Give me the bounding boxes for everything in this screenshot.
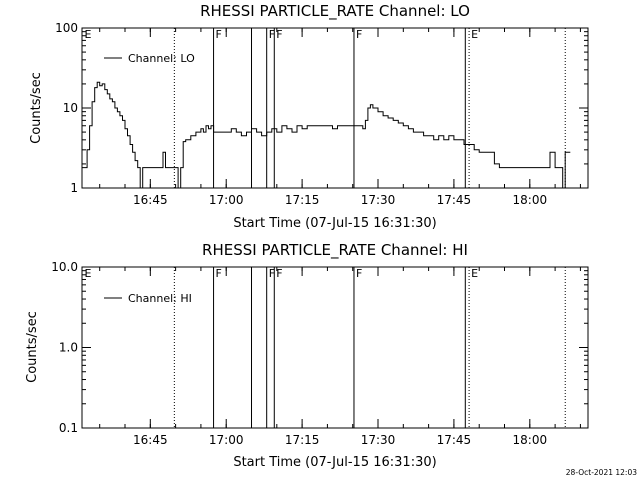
x-tick-label: 17:00 [209,193,244,207]
event-marker-label: F [216,267,222,280]
chart-title: RHESSI PARTICLE_RATE Channel: HI [202,241,468,260]
event-marker-label: F [356,28,362,41]
x-tick-label: 17:45 [437,193,472,207]
event-marker-label: F [216,28,222,41]
x-axis-label: Start Time (07-Jul-15 16:31:30) [233,455,436,470]
x-tick-label: 17:15 [285,193,320,207]
event-marker-label: F [269,28,275,41]
legend: Channel: HI [104,292,192,305]
panel-hi: RHESSI PARTICLE_RATE Channel: HI Counts/… [25,241,589,470]
x-tick-label: 18:00 [513,433,548,447]
x-tick-label: 17:15 [285,433,320,447]
event-marker-label: E [471,28,478,41]
chart-title: RHESSI PARTICLE_RATE Channel: LO [200,2,470,21]
legend: Channel: LO [104,52,195,65]
event-marker-label: F [276,267,282,280]
tick-marks [82,27,588,189]
x-tick-labels: 16:45 17:00 17:15 17:30 17:45 18:00 [133,193,547,207]
series-line [82,81,571,189]
event-marker-label: F [269,267,275,280]
event-marker-label: E [85,28,92,41]
y-tick-labels: 1 10 100 [55,21,78,195]
plot-frame [81,266,589,429]
y-tick-label: 10.0 [51,260,78,274]
panel-lo: RHESSI PARTICLE_RATE Channel: LO Counts/… [29,2,589,231]
event-marker-label: E [85,267,92,280]
y-tick-label: 1 [70,181,78,195]
x-tick-label: 16:45 [133,193,168,207]
data-series [82,81,571,189]
event-marker-label: F [276,28,282,41]
legend-label: Channel: LO [128,52,195,65]
x-tick-label: 17:00 [209,433,244,447]
plot-frame [81,27,589,189]
y-tick-label: 1.0 [59,341,78,355]
x-axis-label: Start Time (07-Jul-15 16:31:30) [233,216,436,231]
y-tick-labels: 0.1 1.0 10.0 [51,260,78,435]
x-tick-label: 16:45 [133,433,168,447]
y-tick-label: 10 [63,101,78,115]
y-tick-label: 100 [55,21,78,35]
event-marker-label: F [356,267,362,280]
x-tick-labels: 16:45 17:00 17:15 17:30 17:45 18:00 [133,433,547,447]
footer-timestamp: 28-Oct-2021 12:03 [566,468,637,477]
x-tick-label: 18:00 [513,193,548,207]
x-tick-label: 17:30 [361,193,396,207]
x-tick-label: 17:45 [437,433,472,447]
y-axis-label: Counts/sec [25,311,40,383]
y-axis-label: Counts/sec [29,72,44,144]
legend-label: Channel: HI [128,292,192,305]
y-tick-label: 0.1 [59,421,78,435]
x-tick-label: 17:30 [361,433,396,447]
event-marker-label: E [471,267,478,280]
